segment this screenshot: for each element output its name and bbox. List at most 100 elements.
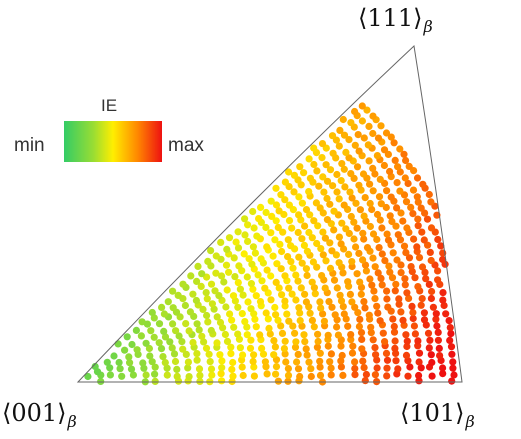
orientation-point <box>239 291 247 299</box>
orientation-point <box>382 129 391 137</box>
orientation-point <box>296 163 304 171</box>
orientation-point <box>336 126 344 134</box>
orientation-point <box>394 231 402 239</box>
orientation-point <box>323 177 332 185</box>
orientation-point <box>272 217 280 225</box>
orientation-point <box>307 372 315 381</box>
orientation-point <box>393 204 401 212</box>
orientation-point <box>294 350 302 358</box>
orientation-point <box>344 322 352 330</box>
orientation-point <box>285 201 293 209</box>
orientation-point <box>347 336 355 344</box>
orientation-point <box>243 331 251 339</box>
orientation-point <box>411 330 419 338</box>
orientation-point <box>247 336 255 344</box>
orientation-point <box>388 217 396 226</box>
orientation-point <box>374 134 383 142</box>
orientation-point <box>273 260 281 268</box>
orientation-point <box>383 295 391 303</box>
orientation-point <box>187 272 195 280</box>
orientation-point <box>327 371 335 379</box>
orientation-point <box>195 365 204 373</box>
orientation-point <box>174 291 182 299</box>
orientation-point <box>376 175 384 183</box>
orientation-point <box>206 358 214 366</box>
orientation-point <box>415 377 423 385</box>
orientation-point <box>449 364 457 372</box>
orientation-point <box>326 200 334 208</box>
orientation-point <box>426 336 434 344</box>
orientation-point <box>291 343 300 351</box>
orientation-point <box>402 331 410 339</box>
orientation-point <box>229 358 237 367</box>
orientation-point <box>362 267 370 275</box>
orientation-point <box>414 222 422 230</box>
orientation-point <box>403 289 411 297</box>
orientation-point <box>397 261 405 269</box>
orientation-point <box>301 290 309 298</box>
orientation-point <box>408 302 416 310</box>
orientation-point <box>388 274 397 282</box>
orientation-point <box>340 201 348 209</box>
orientation-point <box>194 262 202 270</box>
orientation-point <box>333 188 341 196</box>
orientation-point <box>118 372 126 380</box>
orientation-point <box>411 274 419 282</box>
orientation-point <box>232 238 240 246</box>
orientation-point <box>182 320 190 328</box>
orientation-point <box>296 309 304 317</box>
orientation-point <box>322 257 330 265</box>
orientation-point <box>415 358 423 366</box>
orientation-point <box>256 331 264 339</box>
orientation-point <box>365 157 373 165</box>
orientation-point <box>424 329 433 337</box>
orientation-point <box>263 370 271 378</box>
orientation-point <box>271 303 279 312</box>
orientation-point <box>91 362 99 371</box>
orientation-point <box>373 210 382 219</box>
orientation-point <box>164 298 172 306</box>
orientation-point <box>335 142 343 150</box>
orientation-point <box>274 316 282 324</box>
orientation-point <box>207 326 215 335</box>
orientation-point <box>392 280 400 288</box>
orientation-point <box>249 243 257 251</box>
orientation-point <box>281 272 289 280</box>
orientation-point <box>409 314 417 323</box>
orientation-point <box>169 320 177 328</box>
orientation-point <box>355 249 363 257</box>
orientation-point <box>197 282 205 290</box>
orientation-point <box>402 351 411 359</box>
orientation-point <box>173 372 181 380</box>
orientation-point <box>358 335 366 343</box>
orientation-point <box>414 283 422 291</box>
orientation-point <box>302 345 310 353</box>
orientation-point <box>296 317 304 325</box>
orientation-point <box>133 346 141 354</box>
orientation-point <box>195 326 203 334</box>
orientation-point <box>294 228 302 237</box>
orientation-point <box>376 317 384 325</box>
orientation-point <box>150 314 158 322</box>
orientation-point <box>222 303 230 311</box>
orientation-point <box>205 350 213 358</box>
orientation-point <box>285 217 294 225</box>
orientation-point <box>351 371 359 379</box>
orientation-point <box>410 322 418 330</box>
orientation-point <box>142 339 150 347</box>
orientation-points <box>84 102 458 386</box>
corner-label-101-sub: β <box>465 412 475 431</box>
orientation-point <box>333 323 341 331</box>
orientation-point <box>313 167 321 175</box>
orientation-point <box>344 278 352 286</box>
orientation-point <box>362 370 370 379</box>
orientation-point <box>252 292 260 300</box>
orientation-point <box>272 311 280 319</box>
orientation-point <box>218 357 226 365</box>
orientation-point <box>208 371 216 379</box>
orientation-point <box>263 266 271 274</box>
orientation-point <box>353 224 361 232</box>
orientation-point <box>360 134 368 142</box>
orientation-point <box>418 295 426 303</box>
orientation-point <box>234 279 242 287</box>
